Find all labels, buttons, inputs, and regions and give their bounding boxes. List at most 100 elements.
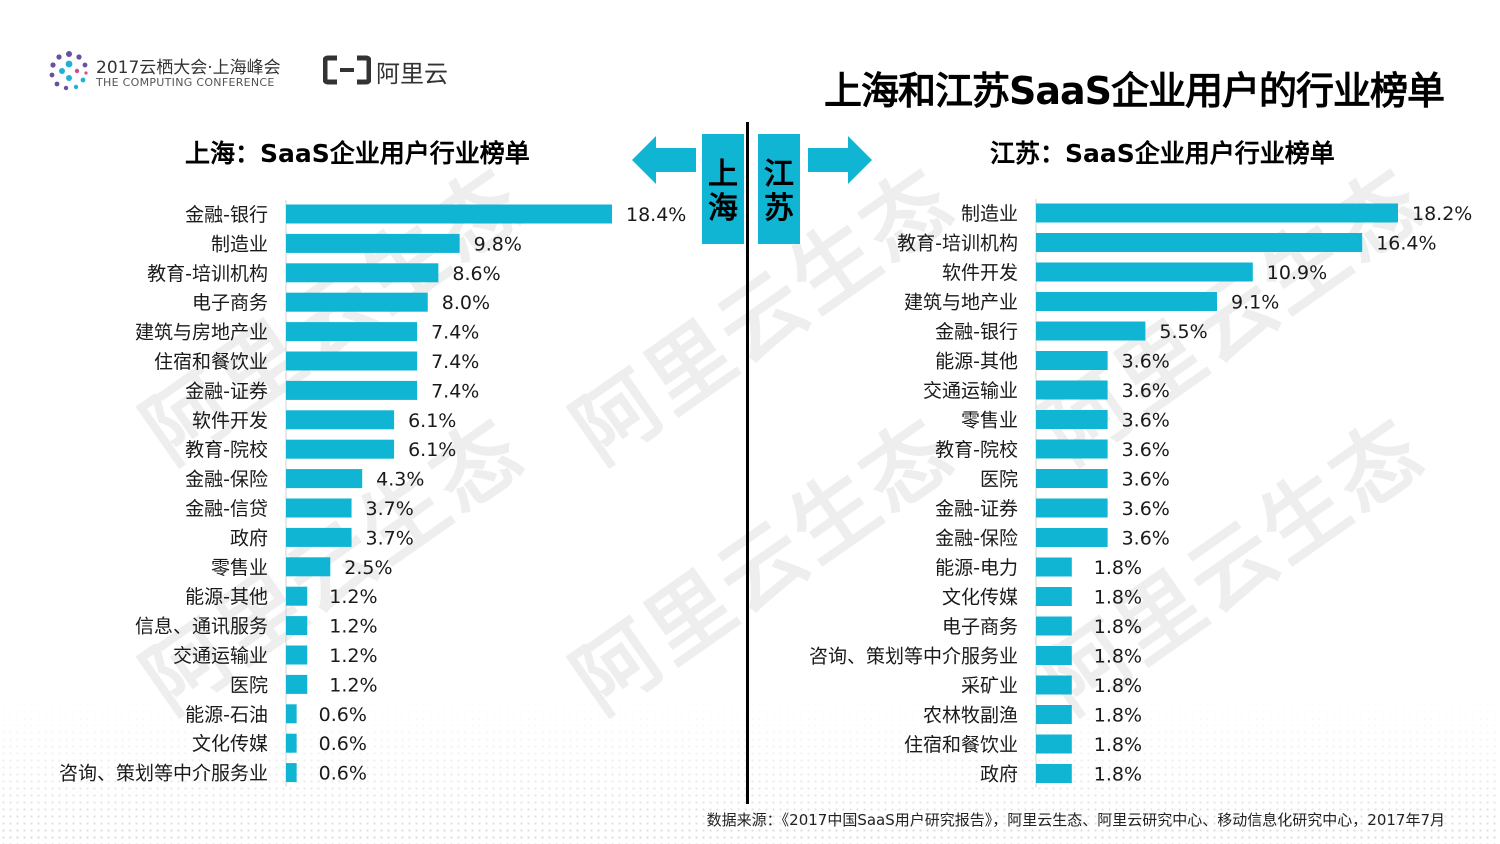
- value-label: 3.7%: [366, 527, 414, 549]
- bar: [1036, 203, 1398, 223]
- category-label: 能源-电力: [935, 557, 1018, 579]
- value-label: 4.3%: [376, 469, 424, 491]
- category-label: 交通运输业: [173, 645, 268, 667]
- bar: [1036, 380, 1108, 400]
- category-label: 医院: [980, 469, 1018, 491]
- value-label: 9.8%: [474, 233, 522, 255]
- bar: [286, 263, 439, 283]
- chart-title-jiangsu: 江苏：SaaS企业用户行业榜单: [990, 139, 1335, 168]
- bar: [1036, 616, 1072, 636]
- value-label: 1.8%: [1094, 764, 1142, 786]
- page-title: 上海和江苏SaaS企业用户的行业榜单: [823, 69, 1445, 113]
- bar: [286, 527, 352, 547]
- category-label: 咨询、策划等中介服务业: [59, 763, 268, 785]
- value-label: 18.2%: [1412, 203, 1472, 225]
- value-label: 7.4%: [431, 351, 479, 373]
- category-label: 金融-保险: [185, 469, 268, 491]
- category-label: 教育-培训机构: [147, 263, 268, 285]
- category-label: 信息、通讯服务: [135, 616, 268, 638]
- category-label: 制造业: [961, 203, 1018, 225]
- bar: [1036, 528, 1108, 547]
- category-label: 政府: [980, 764, 1018, 786]
- value-label: 9.1%: [1231, 292, 1279, 314]
- value-label: 1.8%: [1094, 616, 1142, 638]
- value-label: 1.8%: [1094, 734, 1142, 756]
- region-label-jiangsu-text: 江苏: [764, 157, 794, 226]
- category-label: 建筑与地产业: [904, 292, 1018, 314]
- bar: [286, 557, 331, 577]
- value-label: 6.1%: [408, 410, 456, 432]
- bar: [1036, 469, 1108, 488]
- value-label: 1.2%: [329, 586, 377, 608]
- value-label: 1.8%: [1094, 587, 1142, 609]
- bar: [286, 586, 308, 606]
- value-label: 3.6%: [1122, 380, 1170, 402]
- category-label: 咨询、策划等中介服务业: [809, 646, 1018, 668]
- value-label: 2.5%: [344, 557, 392, 579]
- value-label: 1.2%: [329, 645, 377, 667]
- bar: [286, 733, 297, 753]
- value-label: 1.2%: [329, 674, 377, 696]
- bar: [1036, 734, 1072, 754]
- bar: [286, 233, 460, 253]
- arrow-left-icon: [632, 136, 696, 184]
- category-label: 教育-培训机构: [897, 233, 1018, 255]
- source-note: 数据来源：《2017中国SaaS用户研究报告》，阿里云生态、阿里云研究中心、移动…: [706, 811, 1445, 829]
- category-label: 软件开发: [942, 262, 1018, 284]
- category-label: 建筑与房地产业: [135, 322, 268, 344]
- bar: [286, 674, 308, 694]
- value-label: 5.5%: [1159, 321, 1207, 343]
- region-label-shanghai: 上海: [702, 134, 744, 244]
- bar: [286, 498, 352, 518]
- category-label: 教育-院校: [935, 439, 1018, 461]
- bar: [286, 351, 418, 371]
- bar: [1036, 646, 1072, 665]
- bar: [286, 292, 428, 312]
- bar: [286, 322, 418, 342]
- category-label: 电子商务: [942, 616, 1018, 638]
- category-label: 软件开发: [192, 410, 268, 432]
- value-label: 10.9%: [1267, 262, 1327, 284]
- bar: [1036, 439, 1108, 459]
- category-label: 金融-证券: [935, 498, 1018, 520]
- category-label: 电子商务: [192, 292, 268, 314]
- bar: [1036, 321, 1146, 341]
- category-label: 金融-信贷: [185, 498, 268, 520]
- category-label: 交通运输业: [923, 380, 1018, 402]
- value-label: 1.2%: [329, 616, 377, 638]
- value-label: 1.8%: [1094, 646, 1142, 668]
- region-label-jiangsu: 江苏: [758, 134, 800, 244]
- bar: [286, 380, 418, 400]
- bar: [1036, 587, 1072, 606]
- center-divider: [746, 122, 749, 804]
- value-label: 3.6%: [1122, 410, 1170, 432]
- category-label: 金融-保险: [935, 528, 1018, 550]
- category-label: 制造业: [211, 233, 268, 255]
- category-label: 零售业: [211, 557, 268, 579]
- category-label: 住宿和餐饮业: [154, 351, 268, 373]
- value-label: 8.6%: [452, 263, 500, 285]
- bar: [286, 763, 297, 783]
- arrow-right-icon: [808, 136, 872, 184]
- bar: [1036, 675, 1072, 695]
- category-label: 政府: [230, 527, 268, 549]
- category-label: 金融-银行: [935, 321, 1018, 343]
- bar: [1036, 351, 1108, 370]
- category-label: 能源-其他: [185, 586, 268, 608]
- category-label: 文化传媒: [192, 733, 268, 755]
- category-label: 能源-石油: [185, 704, 268, 726]
- aliyun-bracket-icon: [322, 55, 372, 85]
- bar: [1036, 705, 1072, 724]
- dot-pattern-background: [0, 694, 1500, 844]
- bar: [286, 410, 395, 430]
- value-label: 0.6%: [319, 763, 367, 785]
- bar: [1036, 292, 1217, 311]
- conference-logo: [48, 50, 90, 96]
- conference-title: 2017云栖大会·上海峰会: [96, 58, 281, 78]
- value-label: 7.4%: [431, 322, 479, 344]
- category-label: 采矿业: [961, 675, 1018, 697]
- value-label: 18.4%: [626, 204, 686, 226]
- value-label: 1.8%: [1094, 557, 1142, 579]
